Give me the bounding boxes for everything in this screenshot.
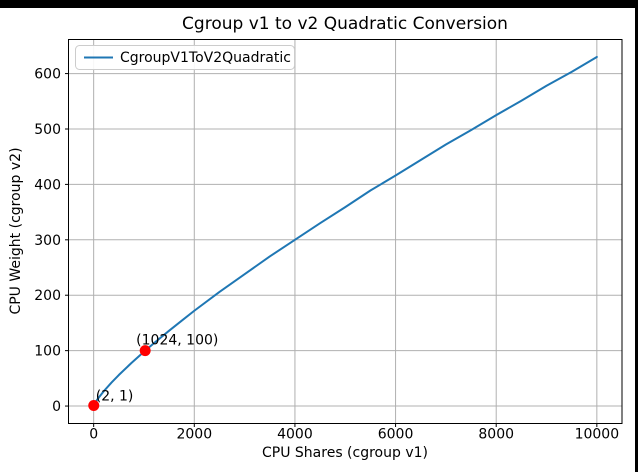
x-tick-label: 6000 bbox=[378, 427, 414, 443]
y-tick-label: 300 bbox=[34, 233, 61, 249]
data-point-marker bbox=[88, 399, 100, 411]
annotation-text: (1024, 100) bbox=[136, 333, 218, 349]
y-tick-label: 600 bbox=[34, 67, 61, 83]
y-tick-label: 0 bbox=[52, 399, 61, 415]
y-tick-label: 400 bbox=[34, 177, 61, 193]
y-tick-label: 500 bbox=[34, 122, 61, 138]
window-top-edge bbox=[0, 0, 638, 8]
x-axis-label: CPU Shares (cgroup v1) bbox=[262, 445, 428, 461]
data-point-marker bbox=[139, 345, 151, 357]
x-tick-label: 2000 bbox=[176, 427, 212, 443]
chart-title: Cgroup v1 to v2 Quadratic Conversion bbox=[182, 14, 508, 34]
data-line bbox=[92, 55, 598, 407]
x-tick-label: 8000 bbox=[478, 427, 514, 443]
y-axis-label: CPU Weight (cgroup v2) bbox=[8, 147, 24, 314]
y-tick-label: 200 bbox=[34, 288, 61, 304]
annotation-text: (2, 1) bbox=[96, 388, 134, 404]
legend: CgroupV1ToV2Quadratic bbox=[75, 45, 295, 70]
x-tick-label: 4000 bbox=[277, 427, 313, 443]
x-tick-label: 10000 bbox=[575, 427, 620, 443]
x-tick-label: 0 bbox=[89, 427, 98, 443]
legend-label: CgroupV1ToV2Quadratic bbox=[120, 50, 291, 66]
plot-area: (2, 1) (1024, 100) 0 2000 4000 6000 8000 10000 0… bbox=[34, 39, 623, 443]
y-tick-label: 100 bbox=[34, 344, 61, 360]
legend-box bbox=[75, 45, 295, 70]
axes-spines bbox=[68, 39, 623, 424]
window-right-edge bbox=[635, 0, 638, 472]
